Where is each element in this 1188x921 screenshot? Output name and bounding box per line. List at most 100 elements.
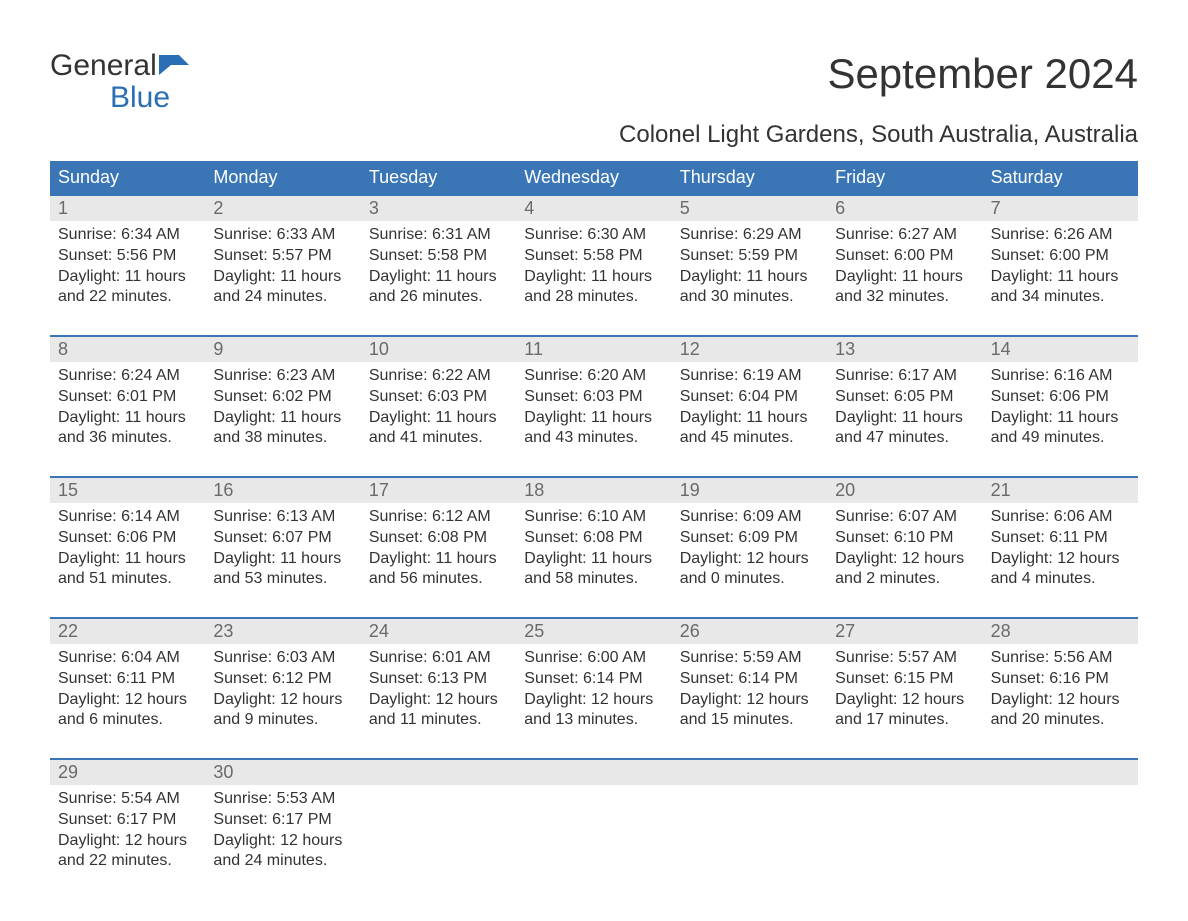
day-cell: Sunrise: 6:27 AMSunset: 6:00 PMDaylight:… — [827, 221, 982, 317]
sunrise-text: Sunrise: 6:19 AM — [680, 366, 819, 387]
daylight-text: Daylight: 12 hours — [58, 690, 197, 711]
day-number: 1 — [50, 196, 205, 221]
sunrise-text: Sunrise: 6:03 AM — [213, 648, 352, 669]
daylight-text: and 9 minutes. — [213, 710, 352, 731]
day-cell: Sunrise: 6:09 AMSunset: 6:09 PMDaylight:… — [672, 503, 827, 599]
calendar-header-row: Sunday Monday Tuesday Wednesday Thursday… — [50, 161, 1138, 194]
day-number: 14 — [983, 337, 1138, 362]
sunrise-text: Sunrise: 6:07 AM — [835, 507, 974, 528]
sunrise-text: Sunrise: 6:01 AM — [369, 648, 508, 669]
daylight-text: and 38 minutes. — [213, 428, 352, 449]
weekday-header: Friday — [827, 161, 982, 194]
sunset-text: Sunset: 6:12 PM — [213, 669, 352, 690]
sunset-text: Sunset: 6:14 PM — [524, 669, 663, 690]
sunrise-text: Sunrise: 6:09 AM — [680, 507, 819, 528]
day-cell: Sunrise: 6:24 AMSunset: 6:01 PMDaylight:… — [50, 362, 205, 458]
day-number — [361, 760, 516, 785]
sunrise-text: Sunrise: 6:30 AM — [524, 225, 663, 246]
day-cell: Sunrise: 6:30 AMSunset: 5:58 PMDaylight:… — [516, 221, 671, 317]
daylight-text: Daylight: 11 hours — [524, 549, 663, 570]
daylight-text: Daylight: 12 hours — [835, 549, 974, 570]
daylight-text: Daylight: 11 hours — [680, 408, 819, 429]
day-cell: Sunrise: 6:20 AMSunset: 6:03 PMDaylight:… — [516, 362, 671, 458]
day-cell — [827, 785, 982, 881]
day-cell: Sunrise: 6:04 AMSunset: 6:11 PMDaylight:… — [50, 644, 205, 740]
sunset-text: Sunset: 6:00 PM — [991, 246, 1130, 267]
day-cell: Sunrise: 6:23 AMSunset: 6:02 PMDaylight:… — [205, 362, 360, 458]
sunrise-text: Sunrise: 5:57 AM — [835, 648, 974, 669]
daylight-text: and 32 minutes. — [835, 287, 974, 308]
sunset-text: Sunset: 6:07 PM — [213, 528, 352, 549]
day-cell: Sunrise: 6:31 AMSunset: 5:58 PMDaylight:… — [361, 221, 516, 317]
day-cell — [983, 785, 1138, 881]
weekday-header: Wednesday — [516, 161, 671, 194]
day-cell — [516, 785, 671, 881]
day-number: 24 — [361, 619, 516, 644]
day-cell: Sunrise: 5:56 AMSunset: 6:16 PMDaylight:… — [983, 644, 1138, 740]
daylight-text: Daylight: 11 hours — [524, 267, 663, 288]
sunset-text: Sunset: 6:08 PM — [369, 528, 508, 549]
sunrise-text: Sunrise: 5:53 AM — [213, 789, 352, 810]
day-cell — [672, 785, 827, 881]
daylight-text: Daylight: 12 hours — [991, 549, 1130, 570]
sunrise-text: Sunrise: 6:04 AM — [58, 648, 197, 669]
daylight-text: Daylight: 12 hours — [213, 690, 352, 711]
weekday-header: Tuesday — [361, 161, 516, 194]
sunrise-text: Sunrise: 6:17 AM — [835, 366, 974, 387]
daylight-text: Daylight: 12 hours — [524, 690, 663, 711]
sunrise-text: Sunrise: 6:33 AM — [213, 225, 352, 246]
sunset-text: Sunset: 6:06 PM — [991, 387, 1130, 408]
sunrise-text: Sunrise: 6:12 AM — [369, 507, 508, 528]
day-number: 28 — [983, 619, 1138, 644]
daylight-text: and 36 minutes. — [58, 428, 197, 449]
day-number: 2 — [205, 196, 360, 221]
daylight-text: and 28 minutes. — [524, 287, 663, 308]
daylight-text: Daylight: 11 hours — [58, 549, 197, 570]
day-cell: Sunrise: 6:13 AMSunset: 6:07 PMDaylight:… — [205, 503, 360, 599]
day-cell: Sunrise: 5:57 AMSunset: 6:15 PMDaylight:… — [827, 644, 982, 740]
calendar-week: 1234567Sunrise: 6:34 AMSunset: 5:56 PMDa… — [50, 194, 1138, 317]
sunrise-text: Sunrise: 6:29 AM — [680, 225, 819, 246]
daylight-text: Daylight: 12 hours — [369, 690, 508, 711]
day-cell: Sunrise: 6:26 AMSunset: 6:00 PMDaylight:… — [983, 221, 1138, 317]
day-number: 8 — [50, 337, 205, 362]
logo-text-2: Blue — [50, 82, 189, 114]
day-number: 20 — [827, 478, 982, 503]
page-subtitle: Colonel Light Gardens, South Australia, … — [50, 121, 1138, 149]
daylight-text: Daylight: 12 hours — [680, 690, 819, 711]
sunset-text: Sunset: 6:06 PM — [58, 528, 197, 549]
daylight-text: and 34 minutes. — [991, 287, 1130, 308]
day-cell: Sunrise: 6:10 AMSunset: 6:08 PMDaylight:… — [516, 503, 671, 599]
daylight-text: Daylight: 11 hours — [58, 408, 197, 429]
weekday-header: Sunday — [50, 161, 205, 194]
daylight-text: and 13 minutes. — [524, 710, 663, 731]
day-cell: Sunrise: 6:19 AMSunset: 6:04 PMDaylight:… — [672, 362, 827, 458]
daylight-text: and 6 minutes. — [58, 710, 197, 731]
daylight-text: Daylight: 11 hours — [369, 549, 508, 570]
daylight-text: and 45 minutes. — [680, 428, 819, 449]
day-number: 23 — [205, 619, 360, 644]
daylight-text: Daylight: 12 hours — [213, 831, 352, 852]
weekday-header: Saturday — [983, 161, 1138, 194]
day-number: 10 — [361, 337, 516, 362]
day-cell: Sunrise: 5:54 AMSunset: 6:17 PMDaylight:… — [50, 785, 205, 881]
sunset-text: Sunset: 6:08 PM — [524, 528, 663, 549]
sunset-text: Sunset: 6:09 PM — [680, 528, 819, 549]
daylight-text: Daylight: 11 hours — [369, 267, 508, 288]
day-number: 11 — [516, 337, 671, 362]
sunrise-text: Sunrise: 5:59 AM — [680, 648, 819, 669]
sunset-text: Sunset: 6:15 PM — [835, 669, 974, 690]
logo-flag-icon — [159, 50, 189, 82]
day-number: 22 — [50, 619, 205, 644]
day-cell: Sunrise: 6:06 AMSunset: 6:11 PMDaylight:… — [983, 503, 1138, 599]
day-number: 29 — [50, 760, 205, 785]
sunrise-text: Sunrise: 6:20 AM — [524, 366, 663, 387]
day-number: 16 — [205, 478, 360, 503]
daylight-text: and 51 minutes. — [58, 569, 197, 590]
daylight-text: and 41 minutes. — [369, 428, 508, 449]
sunrise-text: Sunrise: 5:56 AM — [991, 648, 1130, 669]
daylight-text: and 24 minutes. — [213, 851, 352, 872]
daylight-text: and 17 minutes. — [835, 710, 974, 731]
day-number: 27 — [827, 619, 982, 644]
daylight-text: Daylight: 11 hours — [991, 267, 1130, 288]
